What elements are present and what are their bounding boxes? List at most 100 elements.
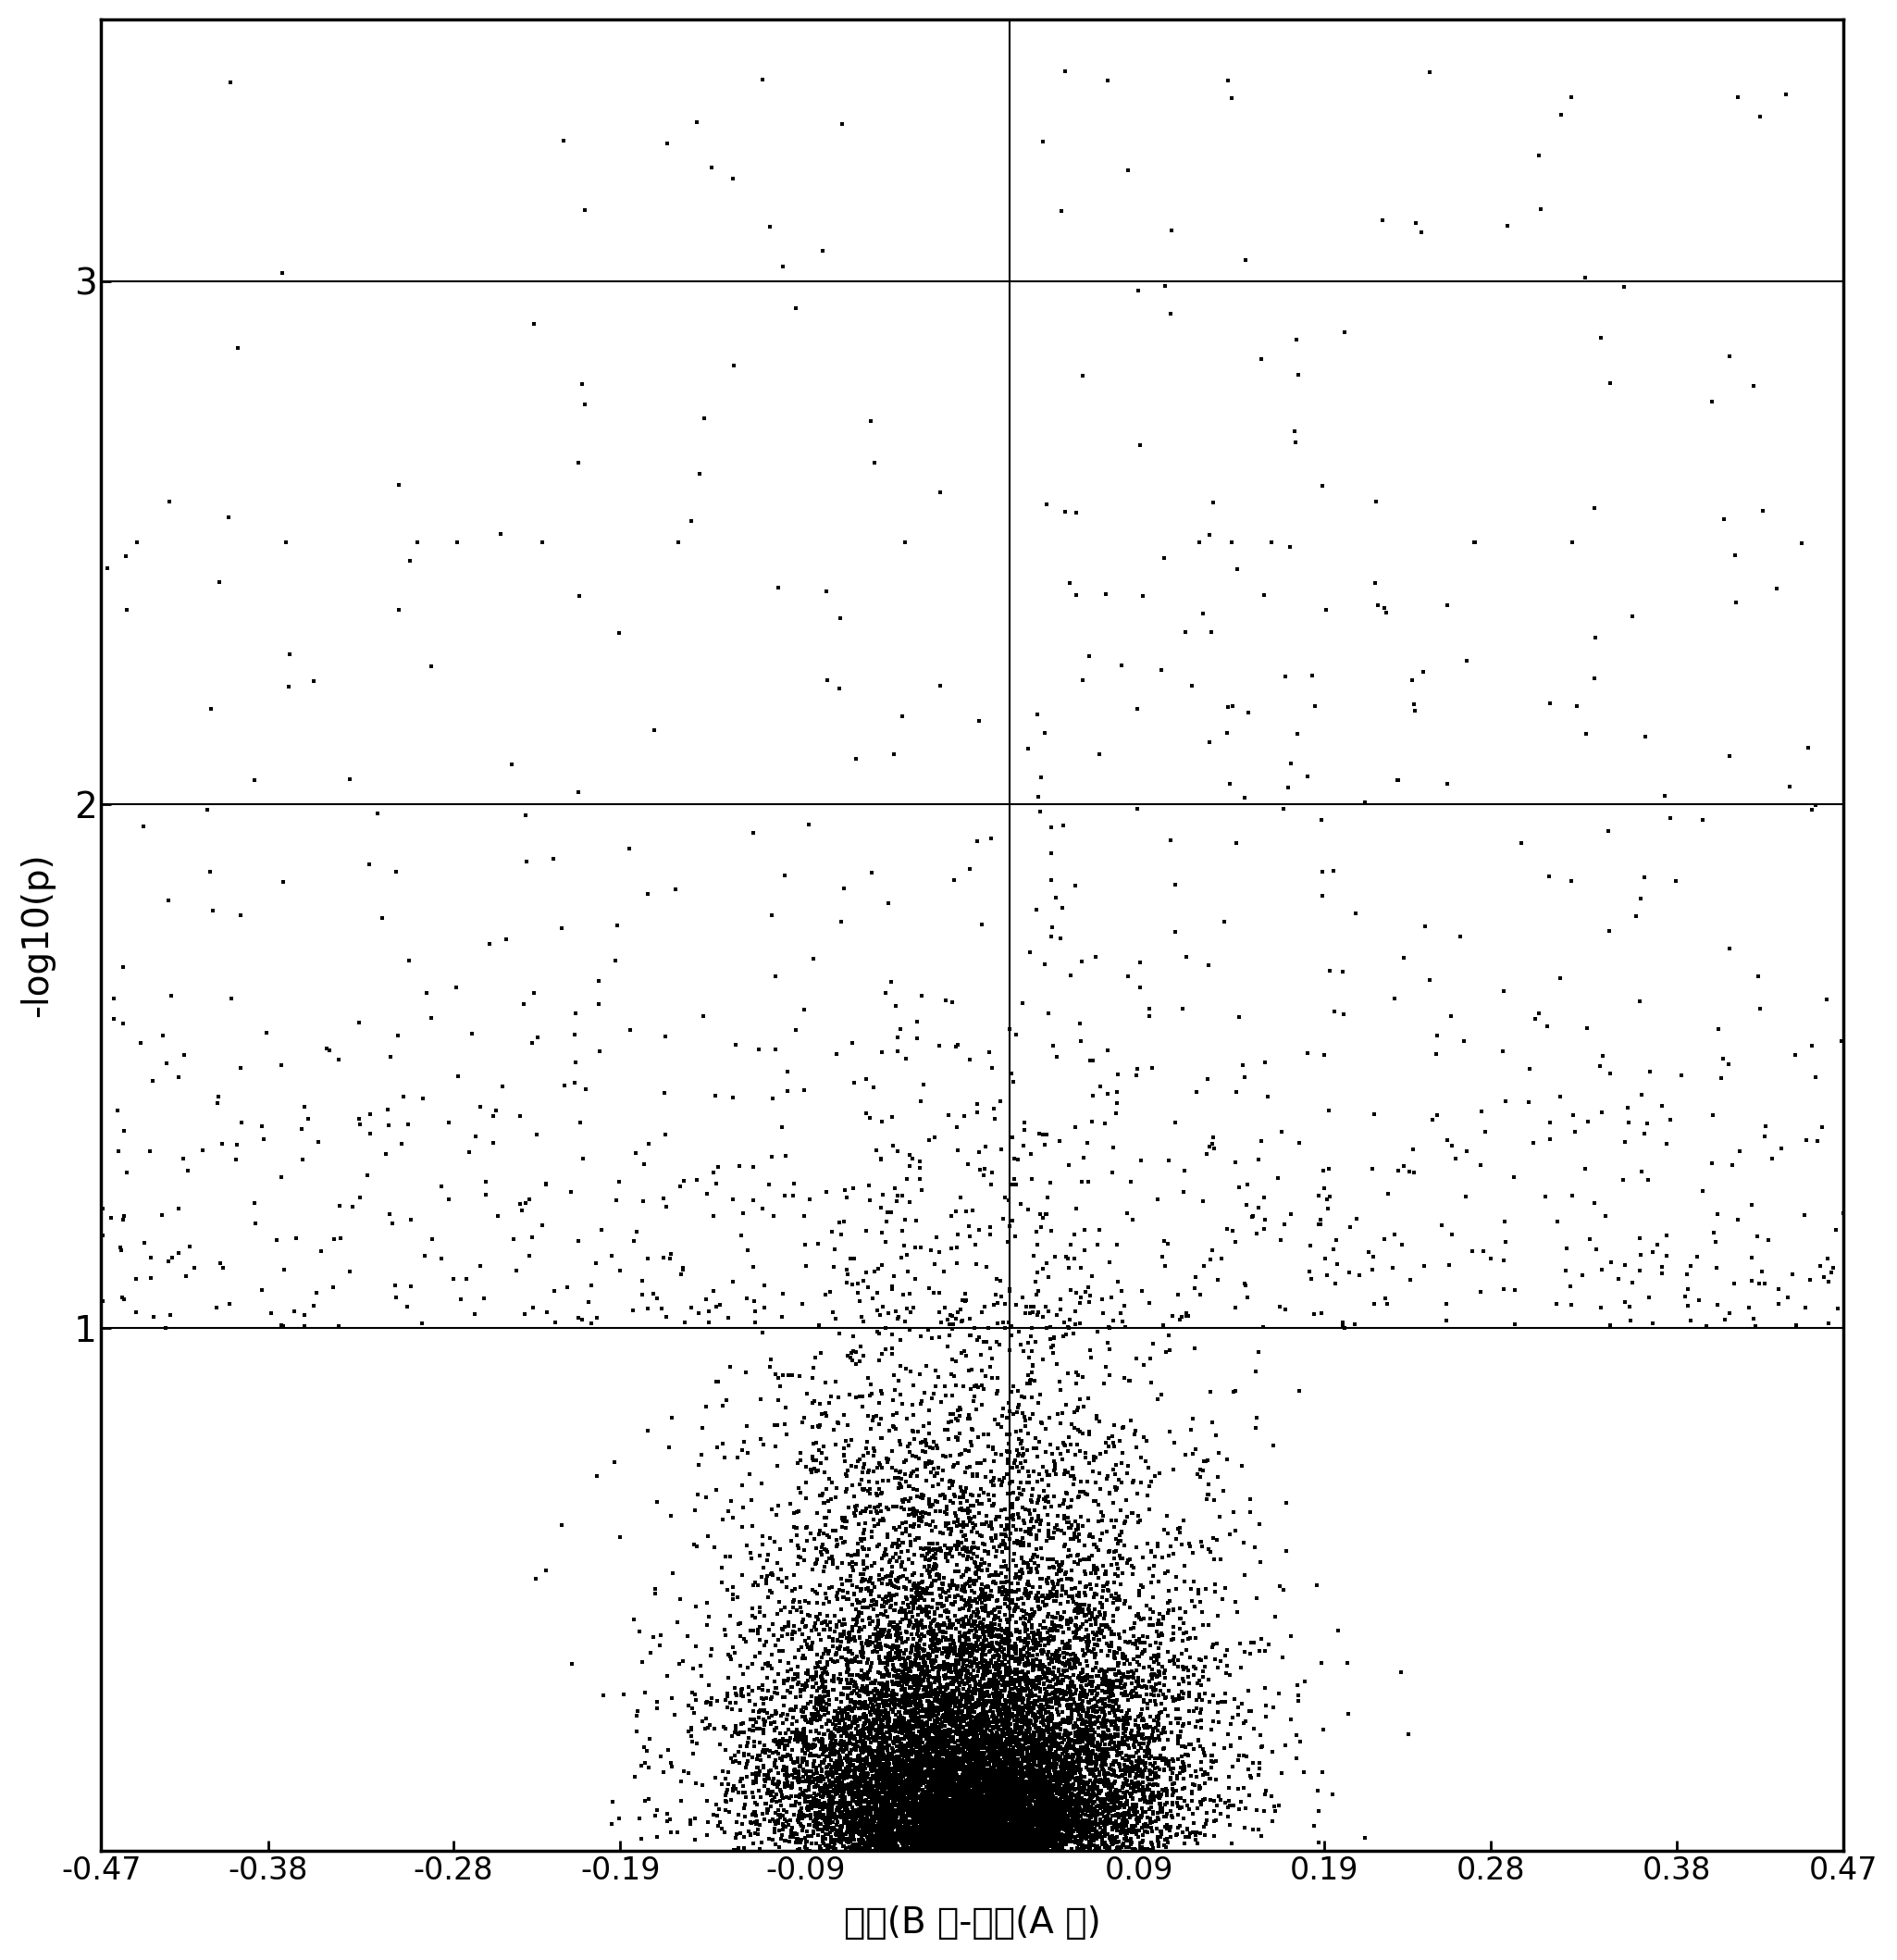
- Point: [958, 1742, 988, 1774]
- Point: [920, 1774, 950, 1805]
- Point: [1091, 1711, 1121, 1742]
- Point: [1188, 1662, 1218, 1693]
- Point: [1138, 1784, 1169, 1815]
- Point: [1146, 1780, 1176, 1811]
- Point: [962, 1707, 992, 1739]
- Point: [871, 1537, 901, 1568]
- Point: [1038, 1815, 1068, 1846]
- Point: [893, 1139, 924, 1170]
- Point: [954, 1758, 985, 1789]
- Point: [825, 906, 856, 937]
- Point: [958, 1740, 988, 1772]
- Point: [964, 1811, 994, 1842]
- Point: [998, 1788, 1028, 1819]
- Point: [1074, 1811, 1104, 1842]
- Point: [1051, 1766, 1081, 1797]
- Point: [924, 1727, 954, 1758]
- Point: [899, 1762, 930, 1793]
- Point: [829, 1831, 859, 1862]
- Point: [838, 1754, 869, 1786]
- Point: [1176, 1574, 1206, 1605]
- Point: [1133, 1774, 1163, 1805]
- Point: [878, 1831, 909, 1862]
- Point: [833, 1713, 863, 1744]
- Point: [903, 1827, 933, 1858]
- Point: [1121, 1789, 1151, 1821]
- Point: [816, 1821, 846, 1852]
- Point: [928, 1725, 958, 1756]
- Point: [1019, 1729, 1049, 1760]
- Point: [948, 1754, 979, 1786]
- Point: [1402, 208, 1432, 239]
- Point: [983, 1711, 1013, 1742]
- Point: [1053, 1758, 1083, 1789]
- Point: [926, 1823, 956, 1854]
- Point: [838, 1623, 869, 1654]
- Point: [1034, 1827, 1064, 1858]
- Point: [873, 1205, 903, 1237]
- Point: [1015, 1519, 1045, 1550]
- Point: [675, 1809, 706, 1840]
- Point: [1199, 1786, 1229, 1817]
- Point: [973, 1597, 1004, 1629]
- Point: [924, 1811, 954, 1842]
- Point: [979, 1686, 1009, 1717]
- Point: [1051, 1801, 1081, 1833]
- Point: [911, 1789, 941, 1821]
- Point: [865, 1833, 895, 1864]
- Point: [1243, 1337, 1273, 1368]
- Point: [844, 1819, 875, 1850]
- Point: [907, 1829, 937, 1860]
- Point: [753, 1650, 783, 1682]
- Point: [837, 1660, 867, 1691]
- Point: [854, 1766, 884, 1797]
- Point: [967, 1831, 998, 1862]
- Point: [960, 1825, 990, 1856]
- Point: [986, 1133, 1017, 1164]
- Point: [1026, 1739, 1057, 1770]
- Point: [1127, 1276, 1157, 1307]
- Point: [1004, 1799, 1034, 1831]
- Point: [977, 1619, 1007, 1650]
- Point: [1028, 1715, 1059, 1746]
- Point: [918, 1697, 948, 1729]
- Point: [548, 125, 579, 157]
- Point: [1032, 1664, 1062, 1695]
- Point: [831, 1793, 861, 1825]
- Point: [1024, 1789, 1055, 1821]
- Point: [1015, 1713, 1045, 1744]
- Point: [916, 1682, 947, 1713]
- Point: [1030, 1780, 1060, 1811]
- Point: [892, 1625, 922, 1656]
- Point: [937, 1470, 967, 1501]
- Point: [988, 1394, 1019, 1425]
- Point: [928, 1648, 958, 1680]
- Point: [649, 1078, 679, 1109]
- Point: [954, 1729, 985, 1760]
- Point: [983, 1823, 1013, 1854]
- Point: [835, 1701, 865, 1733]
- Point: [622, 1699, 653, 1731]
- Point: [861, 1831, 892, 1862]
- Point: [869, 1701, 899, 1733]
- Point: [977, 1729, 1007, 1760]
- Point: [884, 1429, 914, 1460]
- Point: [893, 1725, 924, 1756]
- Point: [673, 1758, 704, 1789]
- Point: [1051, 1807, 1081, 1838]
- Point: [903, 1654, 933, 1686]
- Point: [920, 1788, 950, 1819]
- Point: [1142, 1184, 1172, 1215]
- Point: [1005, 1784, 1036, 1815]
- Point: [857, 1707, 888, 1739]
- Point: [1032, 1525, 1062, 1556]
- Point: [837, 1770, 867, 1801]
- Point: [939, 1664, 969, 1695]
- Point: [928, 1717, 958, 1748]
- Point: [1131, 1835, 1161, 1866]
- Point: [1079, 1754, 1110, 1786]
- Point: [948, 1631, 979, 1662]
- Point: [897, 1705, 928, 1737]
- Point: [966, 1709, 996, 1740]
- Point: [966, 1827, 996, 1858]
